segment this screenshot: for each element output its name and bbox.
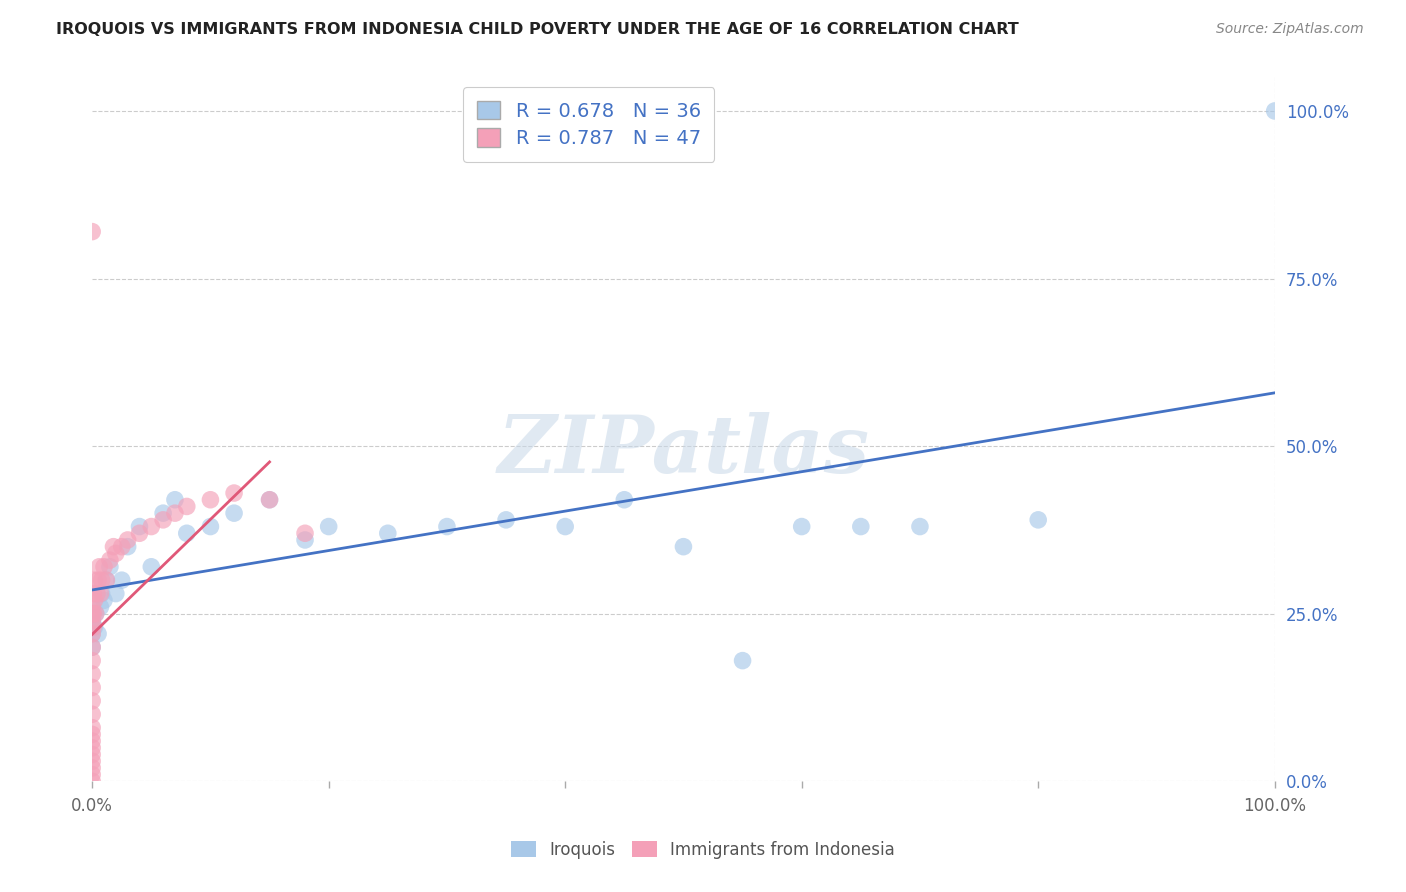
- Point: [96, 573, 118, 587]
- Point: [117, 533, 139, 547]
- Point: [104, 586, 127, 600]
- Point: [141, 519, 163, 533]
- Legend: Iroquois, Immigrants from Indonesia: Iroquois, Immigrants from Indonesia: [505, 835, 901, 866]
- Point: [1264, 103, 1286, 118]
- Point: [82, 614, 104, 628]
- Point: [82, 607, 104, 621]
- Point: [82, 694, 104, 708]
- Point: [82, 707, 104, 722]
- Point: [294, 533, 316, 547]
- Point: [82, 667, 104, 681]
- Point: [377, 526, 399, 541]
- Point: [128, 519, 150, 533]
- Point: [82, 740, 104, 755]
- Point: [176, 500, 198, 514]
- Point: [82, 620, 104, 634]
- Point: [82, 640, 104, 655]
- Point: [93, 593, 115, 607]
- Point: [103, 540, 125, 554]
- Point: [200, 519, 222, 533]
- Point: [96, 573, 118, 587]
- Point: [554, 519, 576, 533]
- Point: [82, 721, 104, 735]
- Point: [98, 559, 121, 574]
- Point: [117, 540, 139, 554]
- Point: [176, 526, 198, 541]
- Point: [1026, 513, 1049, 527]
- Point: [82, 640, 104, 655]
- Point: [82, 614, 104, 628]
- Point: [82, 599, 104, 614]
- Point: [152, 506, 174, 520]
- Point: [731, 654, 754, 668]
- Point: [82, 761, 104, 775]
- Point: [790, 519, 813, 533]
- Point: [87, 573, 110, 587]
- Point: [111, 540, 134, 554]
- Point: [84, 607, 107, 621]
- Point: [222, 486, 245, 500]
- Point: [163, 492, 186, 507]
- Point: [82, 225, 104, 239]
- Point: [259, 492, 281, 507]
- Point: [908, 519, 931, 533]
- Point: [200, 492, 222, 507]
- Point: [82, 727, 104, 741]
- Point: [259, 492, 281, 507]
- Text: Source: ZipAtlas.com: Source: ZipAtlas.com: [1216, 22, 1364, 37]
- Point: [82, 607, 104, 621]
- Point: [89, 586, 111, 600]
- Point: [83, 573, 105, 587]
- Point: [90, 586, 112, 600]
- Point: [111, 573, 134, 587]
- Point: [104, 546, 127, 560]
- Point: [82, 747, 104, 762]
- Point: [83, 593, 105, 607]
- Point: [152, 513, 174, 527]
- Point: [98, 553, 121, 567]
- Point: [82, 754, 104, 768]
- Point: [89, 559, 111, 574]
- Legend: R = 0.678   N = 36, R = 0.787   N = 47: R = 0.678 N = 36, R = 0.787 N = 47: [463, 87, 714, 162]
- Text: ZIPatlas: ZIPatlas: [498, 412, 869, 489]
- Point: [93, 559, 115, 574]
- Point: [84, 607, 107, 621]
- Point: [436, 519, 458, 533]
- Point: [318, 519, 340, 533]
- Point: [82, 734, 104, 748]
- Point: [82, 681, 104, 695]
- Point: [82, 627, 104, 641]
- Point: [83, 620, 105, 634]
- Point: [128, 526, 150, 541]
- Point: [82, 586, 104, 600]
- Y-axis label: Child Poverty Under the Age of 16: Child Poverty Under the Age of 16: [0, 288, 8, 571]
- Point: [82, 774, 104, 789]
- Text: IROQUOIS VS IMMIGRANTS FROM INDONESIA CHILD POVERTY UNDER THE AGE OF 16 CORRELAT: IROQUOIS VS IMMIGRANTS FROM INDONESIA CH…: [56, 22, 1019, 37]
- Point: [222, 506, 245, 520]
- Point: [86, 586, 108, 600]
- Point: [849, 519, 872, 533]
- Point: [613, 492, 636, 507]
- Point: [672, 540, 695, 554]
- Point: [82, 654, 104, 668]
- Point: [87, 627, 110, 641]
- Point: [82, 627, 104, 641]
- Point: [294, 526, 316, 541]
- Point: [90, 573, 112, 587]
- Point: [495, 513, 517, 527]
- Point: [89, 599, 111, 614]
- Point: [141, 559, 163, 574]
- Point: [82, 767, 104, 781]
- Point: [163, 506, 186, 520]
